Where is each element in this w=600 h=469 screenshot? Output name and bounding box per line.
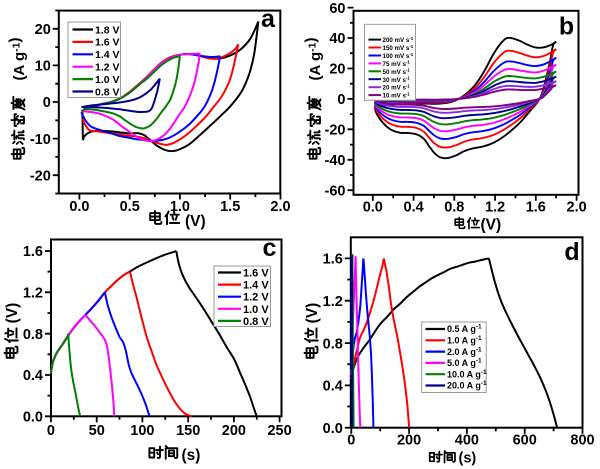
svg-text:0.8: 0.8 [323,336,343,352]
svg-text:40: 40 [329,31,345,47]
svg-text:5.0 A g-1: 5.0 A g-1 [447,358,482,369]
svg-text:2.0: 2.0 [270,199,290,215]
svg-text:1.0 V: 1.0 V [243,304,269,316]
svg-text:0.4: 0.4 [23,368,43,384]
svg-text:1.0: 1.0 [170,199,190,215]
svg-text:1.2: 1.2 [23,286,43,302]
svg-text:800: 800 [570,433,594,449]
svg-text:1.8 V: 1.8 V [95,24,120,36]
svg-text:2.0 A g-1: 2.0 A g-1 [447,346,482,357]
svg-text:1.2 V: 1.2 V [95,62,120,74]
svg-text:-40: -40 [325,153,346,169]
svg-text:0.5: 0.5 [120,199,140,215]
svg-text:1.6: 1.6 [23,244,43,260]
svg-text:d: d [564,238,579,266]
svg-text:1.2: 1.2 [485,200,505,216]
svg-text:0.8 V: 0.8 V [243,316,269,328]
svg-text:-60: -60 [325,183,346,199]
svg-text:10.0 A g-1: 10.0 A g-1 [447,369,487,380]
svg-text:200: 200 [222,423,246,439]
svg-text:10 mV s-1: 10 mV s-1 [383,91,411,99]
svg-text:0.0: 0.0 [23,410,43,426]
svg-text:0.0: 0.0 [363,200,383,216]
svg-text:0.0: 0.0 [69,199,89,215]
svg-text:100 mV s-1: 100 mV s-1 [383,52,414,60]
svg-text:0: 0 [337,92,345,108]
svg-text:20: 20 [35,22,51,38]
svg-text:(s): (s) [182,447,201,464]
svg-text:b: b [559,13,574,41]
svg-text:1.6 V: 1.6 V [243,268,269,280]
svg-text:200: 200 [397,433,421,449]
svg-text:1.4 V: 1.4 V [95,49,120,61]
svg-text:0.5 A g-1: 0.5 A g-1 [447,324,482,335]
svg-text:600: 600 [513,433,537,449]
svg-text:50 mV s-1: 50 mV s-1 [383,68,411,76]
svg-text:20.0 A g-1: 20.0 A g-1 [447,380,487,391]
svg-text:0: 0 [43,95,51,111]
svg-text:(V): (V) [481,217,502,234]
svg-text:30 mV s-1: 30 mV s-1 [383,76,411,84]
svg-text:0: 0 [347,433,355,449]
svg-text:1.4 V: 1.4 V [243,280,269,292]
svg-text:60: 60 [329,1,345,17]
svg-text:(V): (V) [304,303,321,324]
svg-text:2.0: 2.0 [567,200,587,216]
svg-text:(s): (s) [459,451,477,467]
svg-text:1.2 V: 1.2 V [243,292,269,304]
svg-text:1.5: 1.5 [220,199,240,215]
svg-text:0.4: 0.4 [404,200,424,216]
svg-text:20: 20 [329,62,345,78]
svg-text:50: 50 [89,423,105,439]
svg-text:(V): (V) [185,213,206,230]
svg-text:400: 400 [455,433,479,449]
svg-text:1.6: 1.6 [526,200,546,216]
svg-text:150: 150 [176,423,200,439]
svg-text:0.8: 0.8 [23,327,43,343]
svg-text:0: 0 [47,423,55,439]
svg-text:0.4: 0.4 [323,379,343,395]
svg-text:1.6: 1.6 [323,252,343,268]
svg-text:1.0 A g-1: 1.0 A g-1 [447,335,482,346]
svg-text:-10: -10 [30,132,51,148]
svg-text:1.2: 1.2 [323,294,343,310]
svg-text:150 mV s-1: 150 mV s-1 [383,44,414,52]
svg-text:0.8 V: 0.8 V [95,86,120,98]
svg-text:1.0 V: 1.0 V [95,74,120,86]
svg-text:200 mV s-1: 200 mV s-1 [383,36,414,44]
svg-text:-20: -20 [30,168,51,184]
svg-text:-20: -20 [325,123,346,139]
svg-text:1.6 V: 1.6 V [95,37,120,49]
svg-text:(V): (V) [4,303,21,324]
svg-text:100: 100 [130,423,154,439]
svg-text:c: c [263,234,277,262]
svg-text:75 mV s-1: 75 mV s-1 [383,60,411,68]
svg-text:10: 10 [35,59,51,75]
svg-text:20 mV s-1: 20 mV s-1 [383,84,411,92]
svg-text:250: 250 [267,423,291,439]
svg-text:0.0: 0.0 [323,421,343,437]
svg-text:a: a [261,5,276,33]
svg-text:0.8: 0.8 [444,200,464,216]
